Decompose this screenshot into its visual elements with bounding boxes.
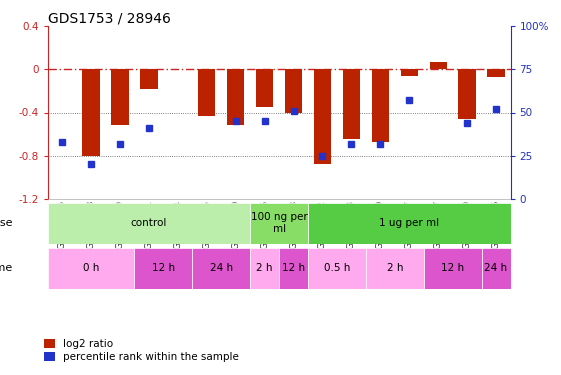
Text: time: time — [0, 263, 13, 273]
Bar — [250, 202, 308, 244]
Bar — [256, 69, 273, 107]
Bar — [227, 69, 245, 125]
Bar — [192, 248, 250, 289]
Bar — [198, 69, 215, 116]
Text: control: control — [131, 218, 167, 228]
Text: 2 h: 2 h — [387, 263, 403, 273]
Bar — [140, 69, 158, 89]
Bar — [250, 248, 279, 289]
Text: GDS1753 / 28946: GDS1753 / 28946 — [48, 11, 171, 25]
Bar — [279, 248, 308, 289]
Bar — [308, 248, 366, 289]
Text: 24 h: 24 h — [210, 263, 233, 273]
Bar — [424, 248, 481, 289]
Text: 1 ug per ml: 1 ug per ml — [379, 218, 439, 228]
Bar — [430, 62, 447, 69]
Text: 12 h: 12 h — [441, 263, 464, 273]
Bar — [366, 248, 424, 289]
Bar — [285, 69, 302, 112]
Text: 12 h: 12 h — [282, 263, 305, 273]
Legend: log2 ratio, percentile rank within the sample: log2 ratio, percentile rank within the s… — [44, 339, 239, 362]
Text: dose: dose — [0, 218, 13, 228]
Text: 24 h: 24 h — [485, 263, 508, 273]
Text: 12 h: 12 h — [152, 263, 175, 273]
Bar — [458, 69, 476, 119]
Bar — [314, 69, 331, 164]
Bar — [343, 69, 360, 140]
Bar — [82, 69, 100, 156]
Bar — [135, 248, 192, 289]
Bar — [48, 248, 135, 289]
Bar — [48, 202, 250, 244]
Text: 0.5 h: 0.5 h — [324, 263, 350, 273]
Text: 100 ng per
ml: 100 ng per ml — [251, 212, 307, 234]
Bar — [371, 69, 389, 142]
Bar — [481, 248, 511, 289]
Text: 0 h: 0 h — [83, 263, 99, 273]
Text: 2 h: 2 h — [256, 263, 273, 273]
Bar — [111, 69, 128, 125]
Bar — [401, 69, 418, 76]
Bar — [488, 69, 505, 77]
Bar — [308, 202, 511, 244]
